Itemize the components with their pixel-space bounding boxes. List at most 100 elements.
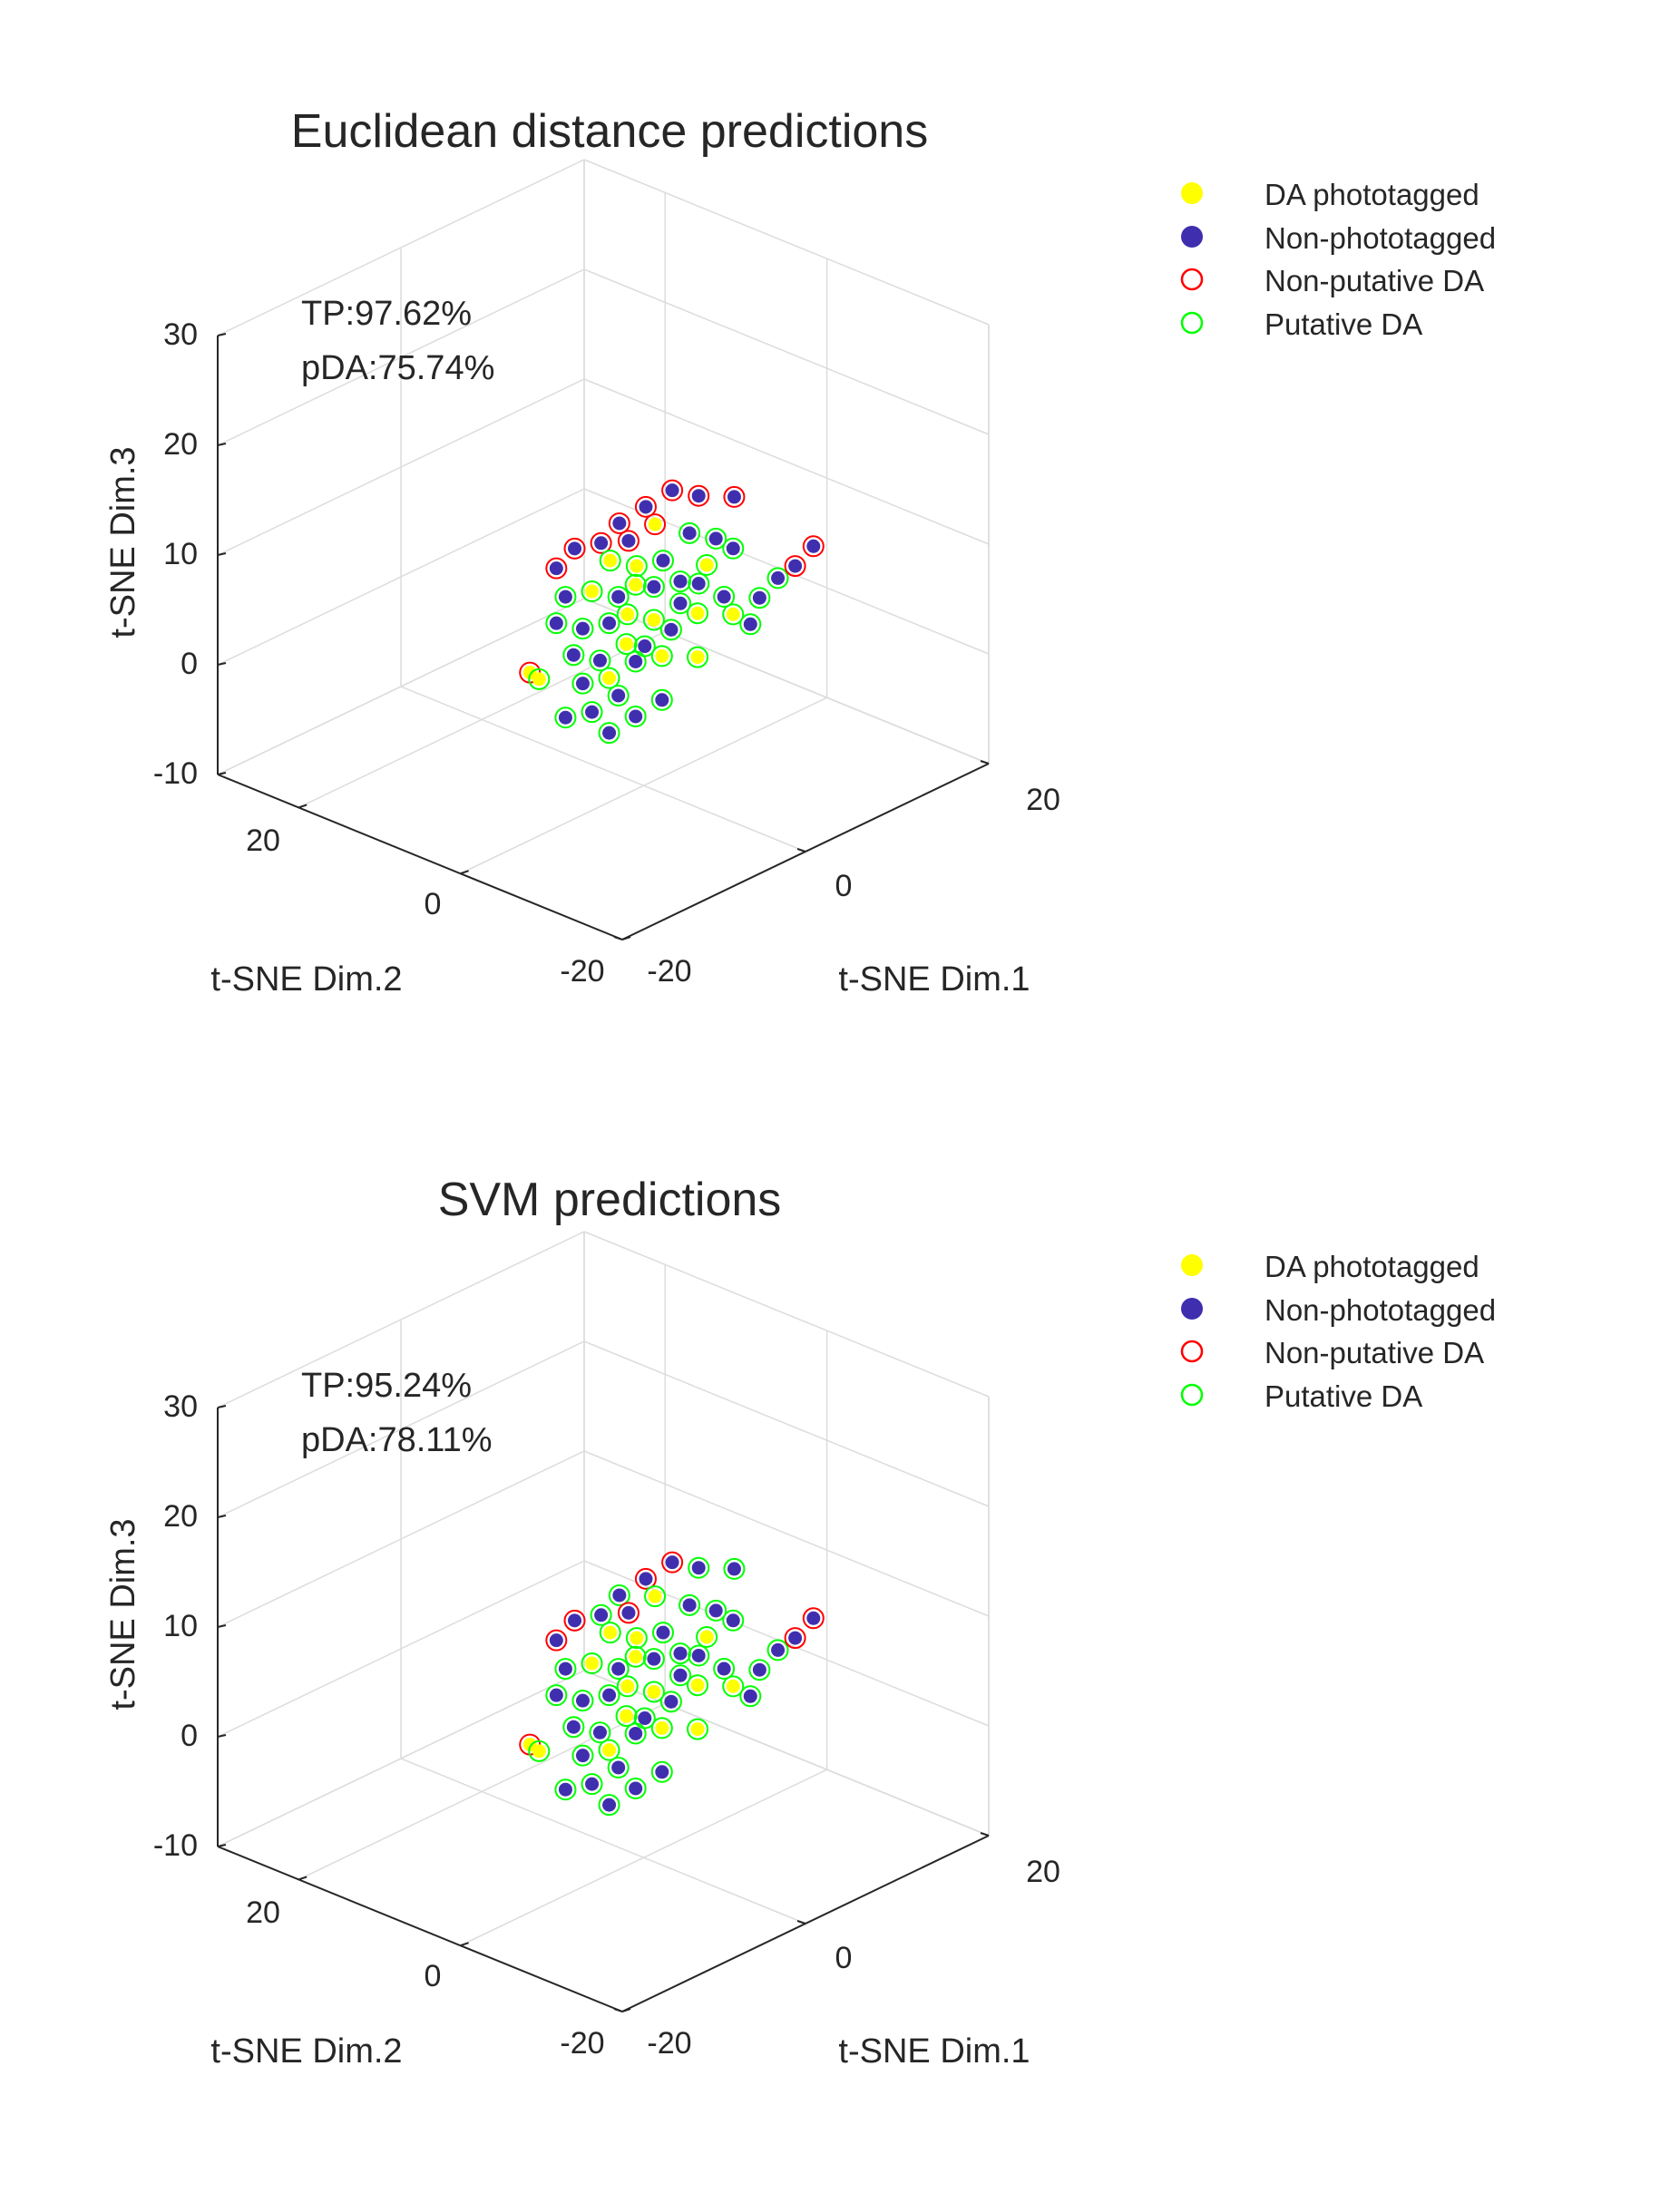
- data-point-ring: [571, 1744, 594, 1767]
- legend-label: Non-phototagged: [1265, 1293, 1496, 1327]
- y-tick-label: 0: [425, 887, 442, 921]
- data-point: [585, 1777, 600, 1791]
- data-point-ring: [545, 1684, 568, 1707]
- data-point: [611, 688, 626, 703]
- legend-label: Non-putative DA: [1265, 264, 1484, 297]
- x-tick-mark: [796, 848, 806, 853]
- data-point-ring: [644, 513, 667, 536]
- y-axis-label: t-SNE Dim.2: [210, 960, 402, 999]
- data-point-ring: [713, 586, 736, 609]
- data-point: [647, 612, 661, 627]
- data-point-ring: [589, 1721, 611, 1744]
- data-point-ring: [554, 586, 577, 609]
- data-point: [629, 654, 643, 668]
- chart-title: Euclidean distance predictions: [291, 105, 928, 158]
- data-point-ring: [722, 1675, 745, 1698]
- data-point-ring: [713, 1658, 736, 1681]
- grid-line: [217, 378, 585, 556]
- y-tick-label: -20: [560, 954, 604, 989]
- data-point-ring: [624, 573, 647, 596]
- data-point-ring: [607, 1658, 630, 1681]
- data-point: [717, 1661, 731, 1676]
- z-tick-label: 30: [163, 317, 198, 352]
- z-tick-label: 20: [163, 427, 198, 462]
- data-point-ring: [615, 1705, 638, 1728]
- axes-lines: [217, 333, 990, 940]
- data-point-ring: [571, 618, 594, 640]
- y-tick-label: 20: [246, 823, 280, 858]
- z-tick-mark: [217, 1405, 227, 1408]
- legend-marker-non-phototagged: [1181, 226, 1203, 248]
- data-point-ring: [696, 553, 718, 576]
- data-point: [647, 1684, 661, 1699]
- legend-label: Non-phototagged: [1265, 221, 1496, 255]
- data-point: [638, 639, 652, 654]
- data-point-ring: [528, 667, 551, 690]
- data-point: [743, 617, 757, 631]
- data-point-ring: [563, 537, 586, 560]
- data-point-ring: [669, 570, 691, 593]
- data-point: [639, 500, 653, 514]
- data-point: [691, 577, 706, 590]
- data-point: [602, 616, 617, 630]
- data-point: [549, 616, 563, 630]
- data-point-ring: [669, 1642, 691, 1665]
- data-point: [568, 1613, 582, 1628]
- data-point: [726, 1613, 740, 1628]
- data-point: [648, 517, 662, 531]
- data-point-ring: [687, 602, 709, 625]
- data-points: [519, 479, 825, 745]
- data-point-ring: [687, 1718, 709, 1740]
- data-point-ring: [688, 484, 710, 507]
- data-point: [726, 1679, 740, 1693]
- data-point: [549, 1633, 563, 1648]
- data-point-ring: [589, 649, 611, 672]
- data-point: [690, 1722, 705, 1737]
- data-point: [664, 1694, 679, 1709]
- data-point: [602, 1798, 617, 1812]
- data-point: [726, 541, 740, 556]
- legend-label: DA phototagged: [1265, 178, 1479, 211]
- data-point: [585, 584, 600, 599]
- grid-line: [400, 1758, 806, 1925]
- data-point: [585, 705, 600, 719]
- z-axis-label: t-SNE Dim.3: [104, 1518, 142, 1710]
- x-tick-mark: [980, 1832, 990, 1837]
- data-point: [594, 1608, 609, 1622]
- data-point: [673, 596, 688, 610]
- legend-marker-putative-da: [1180, 1383, 1204, 1407]
- x-axis-label: t-SNE Dim.1: [838, 2032, 1030, 2071]
- data-point: [558, 710, 572, 725]
- grid-line: [583, 378, 990, 545]
- data-point: [665, 483, 679, 498]
- legend-marker-putative-da: [1180, 311, 1204, 335]
- data-point: [673, 1646, 688, 1661]
- data-point-ring: [562, 644, 585, 667]
- z-tick-mark: [217, 552, 227, 556]
- z-tick-labels: 30 20 10 0 -10: [153, 1389, 198, 1863]
- data-point-ring: [723, 1557, 746, 1580]
- grid-line: [583, 159, 990, 326]
- grid-line: [400, 686, 806, 853]
- data-point-ring: [562, 1716, 585, 1739]
- data-point-ring: [598, 1684, 620, 1707]
- data-point-ring: [651, 1622, 674, 1644]
- data-point-ring: [642, 1681, 665, 1703]
- data-point: [603, 1625, 618, 1640]
- x-tick-labels: -20 0 20: [647, 783, 1059, 989]
- data-point: [806, 1611, 821, 1625]
- y-tick-mark: [298, 804, 308, 809]
- grid-line: [217, 268, 585, 446]
- data-point-ring: [625, 555, 648, 578]
- data-point: [621, 533, 636, 548]
- y-tick-mark: [460, 870, 469, 875]
- data-point-ring: [598, 667, 620, 689]
- y-tick-mark: [460, 1942, 469, 1947]
- data-point-ring: [651, 550, 674, 572]
- data-point-ring: [563, 1609, 586, 1632]
- annotation-tp: TP:97.62%: [301, 295, 472, 333]
- data-point: [655, 648, 669, 663]
- data-point-ring: [705, 1599, 727, 1622]
- x-tick-mark: [796, 1920, 806, 1925]
- axes-grid: [217, 159, 990, 940]
